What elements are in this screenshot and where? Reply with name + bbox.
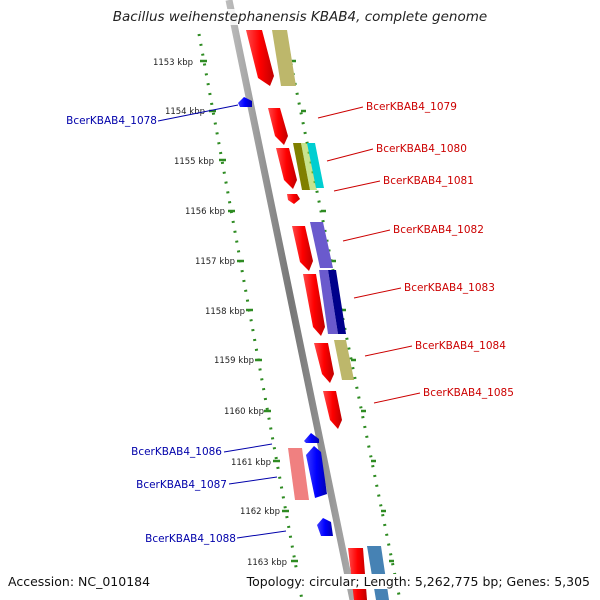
ruler-line-outer — [283, 33, 402, 600]
ruler-tick-label: 1159 kbp — [214, 356, 254, 366]
ruler-tick-label: 1158 kbp — [205, 307, 245, 317]
ruler-tick: 1163 kbp — [247, 558, 298, 568]
gene-arrow-reverse[interactable] — [306, 446, 327, 498]
cog-bar — [293, 143, 310, 190]
cog-bar — [307, 143, 324, 188]
ruler-tick: 1153 kbp — [153, 58, 207, 68]
gene-label-reverse[interactable]: BcerKBAB4_1088 — [145, 533, 236, 545]
cog-bar — [310, 222, 333, 268]
gene-label-forward[interactable]: BcerKBAB4_1084 — [415, 340, 506, 352]
gene-arrow-forward[interactable] — [276, 148, 297, 189]
gene-arrow-forward[interactable] — [287, 194, 300, 204]
ruler-tick: 1156 kbp — [185, 207, 235, 217]
ruler-ticks: 1153 kbp 1154 kbp 1155 kbp 1156 kbp 1157… — [153, 58, 394, 568]
cog-bar — [288, 448, 309, 500]
cog-bar — [328, 270, 346, 334]
map-title: Bacillus weihenstephanensis KBAB4, compl… — [0, 9, 600, 25]
gene-arrow-forward[interactable] — [292, 226, 313, 271]
cog-bar — [272, 30, 296, 86]
ruler-tick: 1159 kbp — [214, 356, 262, 366]
gene-arrow-reverse[interactable] — [238, 97, 252, 107]
reverse-genes — [238, 97, 333, 536]
gene-label-forward[interactable]: BcerKBAB4_1082 — [393, 224, 484, 236]
gene-label-forward[interactable]: BcerKBAB4_1080 — [376, 143, 467, 155]
cog-bar — [301, 143, 317, 190]
gene-label-reverse[interactable]: BcerKBAB4_1078 — [66, 115, 157, 127]
ruler-tick: 1161 kbp — [231, 458, 280, 468]
ruler-tick-label: 1160 kbp — [224, 407, 264, 417]
forward-genes — [246, 30, 367, 600]
gene-arrow-forward[interactable] — [246, 30, 274, 86]
ruler-tick-label: 1156 kbp — [185, 207, 225, 217]
gene-label-forward[interactable]: BcerKBAB4_1079 — [366, 101, 457, 113]
cog-bar — [319, 270, 338, 334]
gene-labels: BcerKBAB4_1079 BcerKBAB4_1080 BcerKBAB4_… — [66, 101, 514, 545]
cog-bars — [272, 30, 389, 600]
ruler-tick: 1158 kbp — [205, 307, 253, 317]
ruler-tick: 1160 kbp — [224, 407, 271, 417]
ruler-tick-label: 1155 kbp — [174, 157, 214, 167]
gene-arrow-reverse[interactable] — [304, 433, 319, 443]
ruler-tick: 1154 kbp — [165, 107, 216, 117]
genome-summary-text: Topology: circular; Length: 5,262,775 bp… — [246, 574, 590, 589]
ruler-tick-label: 1153 kbp — [153, 58, 193, 68]
leader-lines — [157, 104, 421, 539]
ruler-tick-label: 1163 kbp — [247, 558, 287, 568]
cog-bar — [367, 546, 389, 600]
ruler-tick-label: 1154 kbp — [165, 107, 205, 117]
gene-arrow-reverse[interactable] — [317, 518, 333, 536]
ruler-tick-label: 1162 kbp — [240, 507, 280, 517]
gene-label-forward[interactable]: BcerKBAB4_1085 — [423, 387, 514, 399]
gene-label-reverse[interactable]: BcerKBAB4_1087 — [136, 479, 227, 491]
gene-arrow-forward[interactable] — [323, 391, 342, 429]
ruler-tick-label: 1161 kbp — [231, 458, 271, 468]
ruler-tick: 1155 kbp — [174, 157, 226, 167]
gene-label-forward[interactable]: BcerKBAB4_1083 — [404, 282, 495, 294]
gene-arrow-forward[interactable] — [303, 274, 325, 336]
ruler-tick-label: 1157 kbp — [195, 257, 235, 267]
ruler-tick: 1157 kbp — [195, 257, 244, 267]
gene-label-reverse[interactable]: BcerKBAB4_1086 — [131, 446, 222, 458]
gene-label-forward[interactable]: BcerKBAB4_1081 — [383, 175, 474, 187]
gene-arrow-forward[interactable] — [314, 343, 334, 383]
ruler-tick: 1162 kbp — [240, 507, 289, 517]
cog-bar — [334, 340, 354, 380]
gene-arrow-forward[interactable] — [268, 108, 288, 145]
accession-text: Accession: NC_010184 — [8, 574, 151, 589]
